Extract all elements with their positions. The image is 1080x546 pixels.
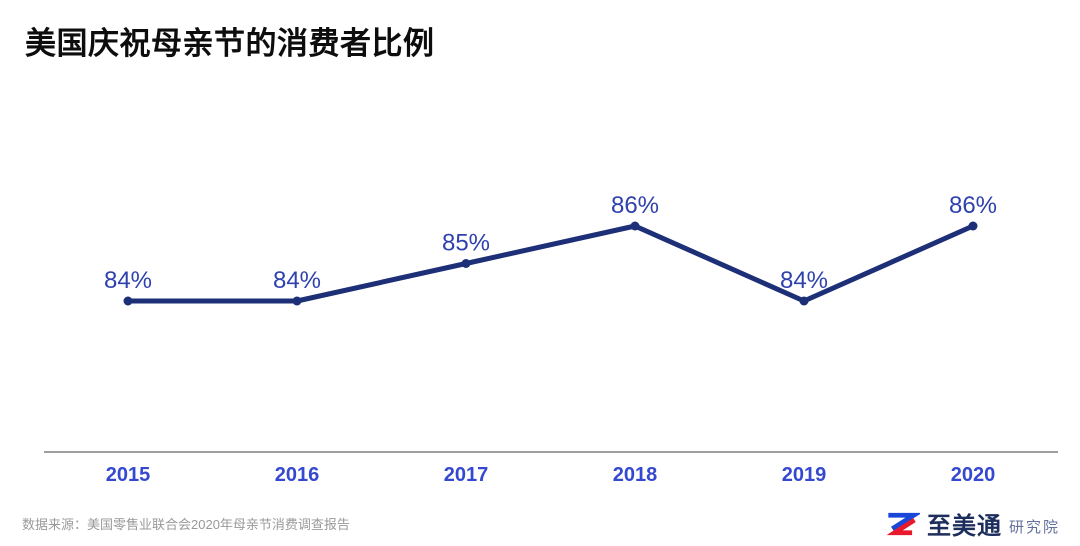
x-axis-label: 2017 (444, 464, 489, 486)
source-note: 数据来源：美国零售业联合会2020年母亲节消费调查报告 (22, 517, 350, 532)
data-point (630, 221, 640, 231)
x-axis-label: 2015 (106, 464, 151, 486)
x-axis-label: 2016 (275, 464, 320, 486)
data-label: 86% (611, 192, 659, 219)
logo-brand-text: 至美通 (926, 513, 1002, 540)
x-axis-label: 2019 (782, 464, 827, 486)
brand-logo: 至美通 研究院 (882, 506, 1060, 541)
logo-suffix-text: 研究院 (1008, 519, 1060, 536)
data-label: 84% (104, 267, 152, 294)
data-point (461, 259, 471, 268)
data-point (292, 296, 302, 306)
page-title: 美国庆祝母亲节的消费者比例 (25, 26, 435, 61)
data-point (968, 221, 978, 231)
x-axis-label: 2018 (613, 464, 658, 486)
data-label: 84% (273, 267, 321, 294)
series-line (125, 223, 976, 304)
data-point (123, 296, 133, 306)
data-point (799, 296, 809, 306)
x-axis-label: 2020 (951, 464, 996, 486)
data-label: 86% (949, 192, 997, 219)
data-label: 85% (442, 230, 490, 257)
data-label: 84% (780, 267, 828, 294)
logo-z-icon (886, 512, 920, 535)
